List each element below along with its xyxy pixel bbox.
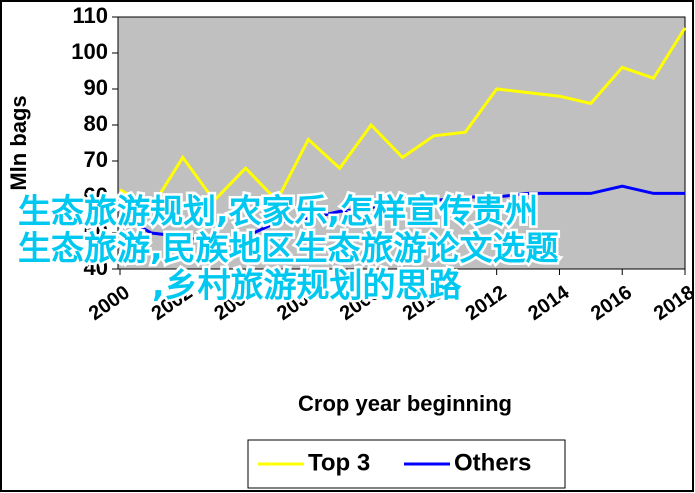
plot-area bbox=[117, 16, 686, 270]
y-tick-label: 80 bbox=[84, 111, 108, 136]
y-tick-label: 40 bbox=[84, 255, 108, 280]
legend-label: Top 3 bbox=[308, 449, 370, 476]
series-line bbox=[119, 27, 687, 210]
x-axis-title: Crop year beginning bbox=[298, 391, 512, 416]
y-tick-label: 50 bbox=[84, 219, 108, 244]
y-tick-label: 90 bbox=[84, 75, 108, 100]
legend-label: Others bbox=[454, 449, 531, 476]
series-line bbox=[119, 184, 685, 246]
y-tick-label: 110 bbox=[73, 3, 109, 28]
overlay-text: 生态旅游规划,农家乐,怎样宣传贵州 bbox=[18, 192, 538, 231]
y-tick-label: 70 bbox=[84, 147, 108, 172]
overlay-text: 生态旅游,民族地区生态旅游论文选题 bbox=[18, 229, 559, 268]
y-tick-label: 60 bbox=[84, 183, 108, 208]
y-axis-title: Mln bags bbox=[6, 95, 31, 190]
overlay-text: ,乡村旅游规划的思路 bbox=[152, 266, 463, 305]
y-tick-label: 100 bbox=[71, 39, 108, 64]
